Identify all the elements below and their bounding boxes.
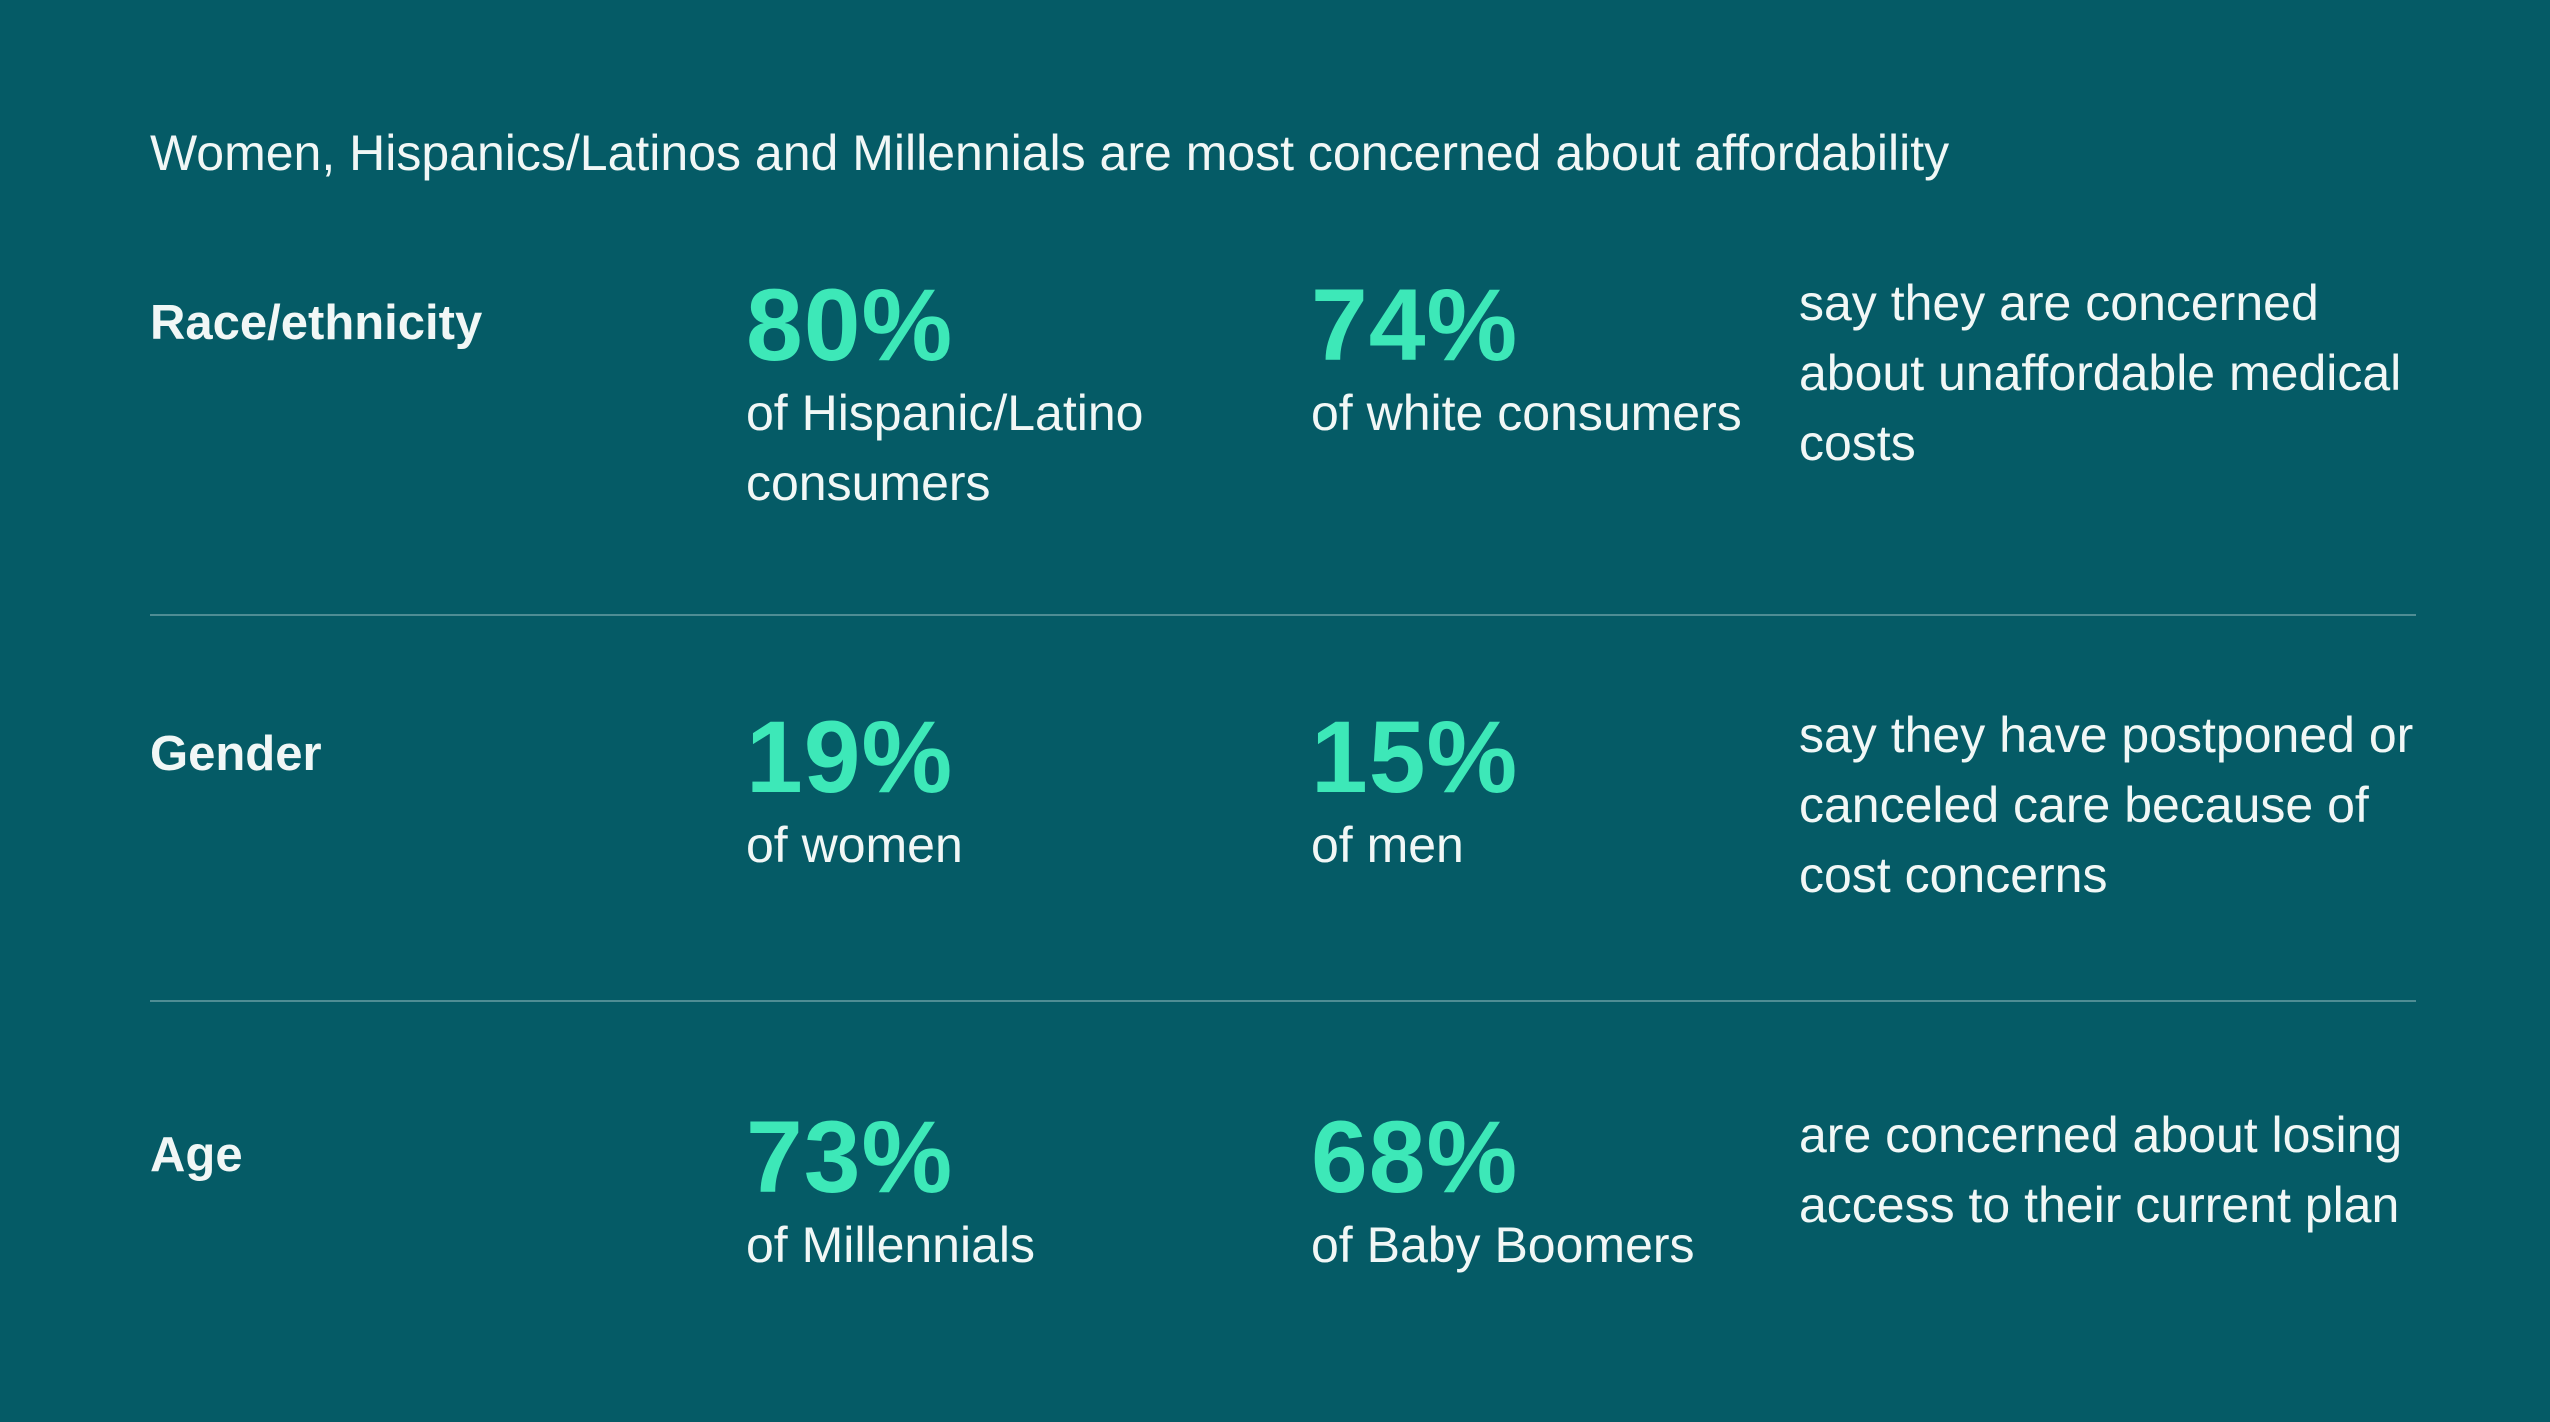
stat-label: of Baby Boomers	[1311, 1217, 1695, 1273]
stat-value: 80%	[746, 268, 954, 382]
row-category-gender: Gender	[150, 727, 322, 781]
stat-women: 19% of women	[746, 702, 1266, 880]
row-description-gender: say they have postponed or canceled care…	[1799, 707, 2414, 903]
row-divider	[150, 614, 2416, 616]
stat-value: 68%	[1311, 1100, 1519, 1214]
stat-label: of women	[746, 817, 963, 873]
stat-baby-boomers: 68% of Baby Boomers	[1311, 1102, 1781, 1280]
row-description-age: are concerned about losing access to the…	[1799, 1107, 2403, 1233]
row-description-race-ethnicity: say they are concerned about unaffordabl…	[1799, 275, 2402, 471]
stat-men: 15% of men	[1311, 702, 1781, 880]
stat-value: 73%	[746, 1100, 954, 1214]
stat-millennials: 73% of Millennials	[746, 1102, 1266, 1280]
stat-white: 74% of white consumers	[1311, 270, 1781, 448]
row-category-age: Age	[150, 1128, 243, 1182]
stat-label: of Hispanic/Latino consumers	[746, 385, 1144, 511]
headline: Women, Hispanics/Latinos and Millennials…	[150, 125, 1950, 181]
stat-label: of Millennials	[746, 1217, 1036, 1273]
row-divider	[150, 1000, 2416, 1002]
stat-value: 74%	[1311, 268, 1519, 382]
stat-value: 19%	[746, 700, 954, 814]
stat-label: of white consumers	[1311, 385, 1742, 441]
row-category-race-ethnicity: Race/ethnicity	[150, 296, 483, 350]
stat-label: of men	[1311, 817, 1464, 873]
stat-value: 15%	[1311, 700, 1519, 814]
stat-hispanic-latino: 80% of Hispanic/Latino consumers	[746, 270, 1266, 518]
